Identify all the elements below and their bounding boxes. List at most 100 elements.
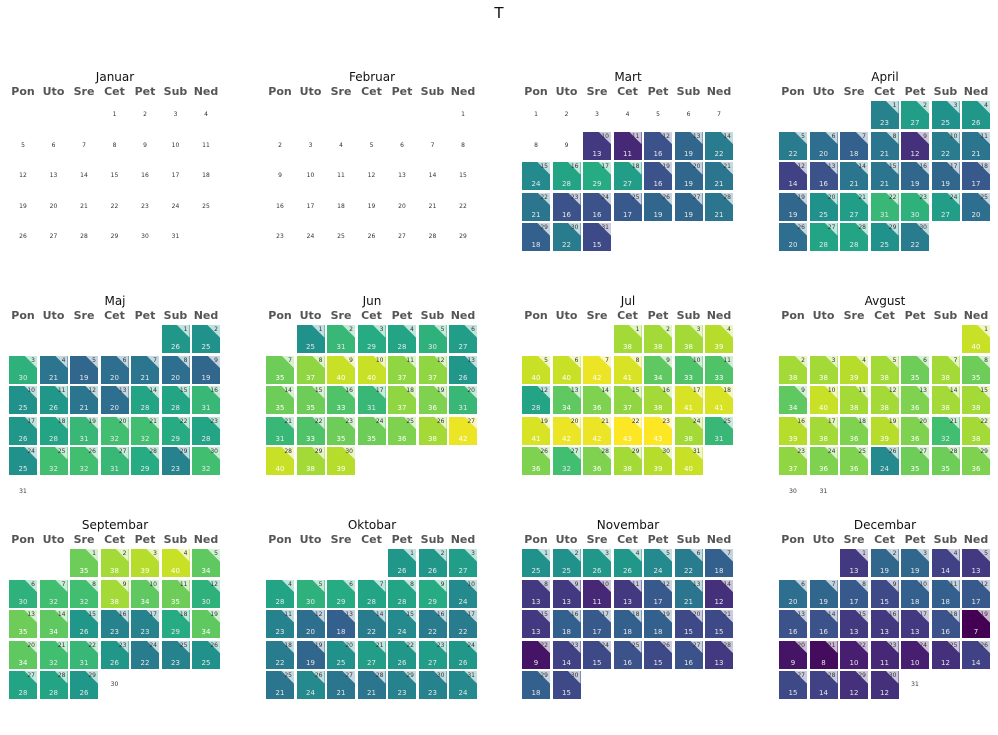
day-value: 40 — [562, 373, 571, 382]
day-value: 13 — [623, 597, 632, 606]
day-number: 9 — [666, 356, 670, 364]
day-value: 33 — [336, 404, 346, 412]
day-number: 3 — [31, 356, 35, 364]
day-value: 40 — [819, 404, 828, 412]
day-cell: 18 36 — [839, 415, 869, 446]
day-number: 28 — [723, 193, 731, 201]
day-cell: 20 9 — [778, 639, 808, 670]
day-value: 28 — [275, 597, 285, 606]
day-value: 35 — [306, 404, 315, 412]
day-number: 20 — [919, 417, 927, 425]
day-cell: 5 34 — [191, 548, 221, 578]
day-cell: 9 29 — [417, 578, 448, 609]
day-number: 5 — [892, 356, 897, 364]
day-value: 20 — [788, 241, 798, 249]
day-value: 21 — [714, 180, 724, 188]
day-number: 25 — [179, 641, 188, 649]
day-cell: 3 38 — [673, 324, 704, 354]
day-cell-empty: 27 — [39, 222, 69, 252]
day-value: 22 — [367, 628, 376, 636]
day-number: 25 — [284, 672, 292, 679]
weekday-label: Uto — [812, 85, 835, 98]
day-number: 6 — [801, 580, 805, 588]
day-value: 25 — [562, 567, 571, 575]
day-cell-empty: 14 — [418, 161, 448, 191]
day-cell: 6 40 — [551, 354, 582, 385]
day-cell: 7 28 — [356, 578, 387, 609]
day-number: 11 — [949, 580, 958, 588]
day-cell: 6 29 — [326, 578, 356, 609]
day-number: 19 — [367, 202, 376, 210]
day-cell: 2 26 — [417, 548, 448, 578]
day-value: 37 — [428, 373, 437, 382]
day-cell-empty: 26 — [8, 222, 38, 252]
day-cell: 23 26 — [99, 639, 130, 670]
day-cell: 5 40 — [521, 354, 551, 385]
month-title: Jul — [620, 294, 636, 308]
weekday-label: Sub — [933, 533, 958, 546]
day-number: 5 — [984, 550, 988, 557]
day-value: 13 — [531, 597, 541, 606]
weekday-label: Uto — [812, 533, 835, 546]
day-number: 29 — [314, 448, 323, 455]
day-cell: 26 36 — [521, 446, 551, 476]
weekday-label: Uto — [555, 309, 578, 322]
day-cell: 10 40 — [808, 385, 839, 415]
weekday-label: Ned — [706, 85, 732, 98]
day-number: 20 — [27, 641, 35, 649]
day-cell: 17 31 — [356, 385, 387, 415]
day-number: 5 — [369, 141, 374, 149]
day-number: 20 — [570, 417, 579, 425]
weekday-label: Uto — [42, 533, 65, 546]
day-cell: 5 19 — [69, 354, 99, 385]
day-value: 34 — [788, 404, 798, 412]
day-cell: 3 27 — [448, 548, 478, 578]
day-cell: 26 32 — [69, 446, 99, 476]
day-cell-empty: 6 — [674, 100, 704, 130]
day-cell: 8 20 — [160, 354, 191, 385]
day-cell: 16 33 — [326, 385, 356, 415]
day-value: 16 — [653, 149, 663, 158]
day-cell: 16 13 — [869, 609, 900, 639]
day-number: 13 — [398, 172, 406, 179]
day-cell: 5 38 — [869, 354, 900, 385]
day-cell: 1 25 — [521, 548, 551, 578]
day-cell: 26 14 — [961, 639, 991, 670]
day-cell: 1 13 — [839, 548, 869, 578]
day-number: 14 — [80, 172, 88, 179]
day-number: 1 — [183, 326, 188, 333]
day-cell: 20 19 — [673, 161, 704, 191]
day-number: 10 — [149, 580, 157, 588]
day-number: 6 — [31, 580, 35, 588]
day-number: 4 — [625, 111, 630, 118]
day-number: 1 — [635, 326, 640, 333]
day-number: 19 — [980, 611, 988, 618]
weekday-label: Pon — [268, 309, 292, 322]
day-number: 23 — [570, 193, 579, 201]
day-number: 25 — [980, 193, 988, 201]
day-number: 22 — [888, 193, 897, 201]
day-number: 19 — [662, 611, 670, 618]
day-cell: 6 20 — [808, 130, 839, 161]
day-number: 15 — [540, 163, 548, 170]
day-number: 6 — [400, 141, 404, 149]
day-number: 4 — [183, 550, 188, 557]
day-number: 28 — [827, 672, 836, 679]
day-value: 40 — [336, 373, 346, 382]
day-cell: 22 31 — [69, 639, 99, 670]
day-value: 34 — [18, 658, 28, 667]
day-cell: 9 15 — [869, 578, 900, 609]
day-number: 7 — [153, 356, 157, 364]
day-number: 17 — [919, 611, 927, 618]
day-value: 16 — [562, 210, 571, 219]
day-value: 18 — [849, 149, 859, 158]
day-cell-empty: 13 — [39, 161, 69, 191]
day-value: 18 — [653, 628, 663, 636]
day-cell: 6 27 — [448, 324, 478, 354]
day-number: 18 — [284, 641, 292, 649]
day-value: 19 — [788, 210, 798, 219]
day-cell: 21 27 — [356, 639, 387, 670]
day-value: 38 — [684, 434, 693, 443]
day-cell: 25 17 — [612, 191, 643, 222]
day-value: 21 — [140, 373, 150, 382]
